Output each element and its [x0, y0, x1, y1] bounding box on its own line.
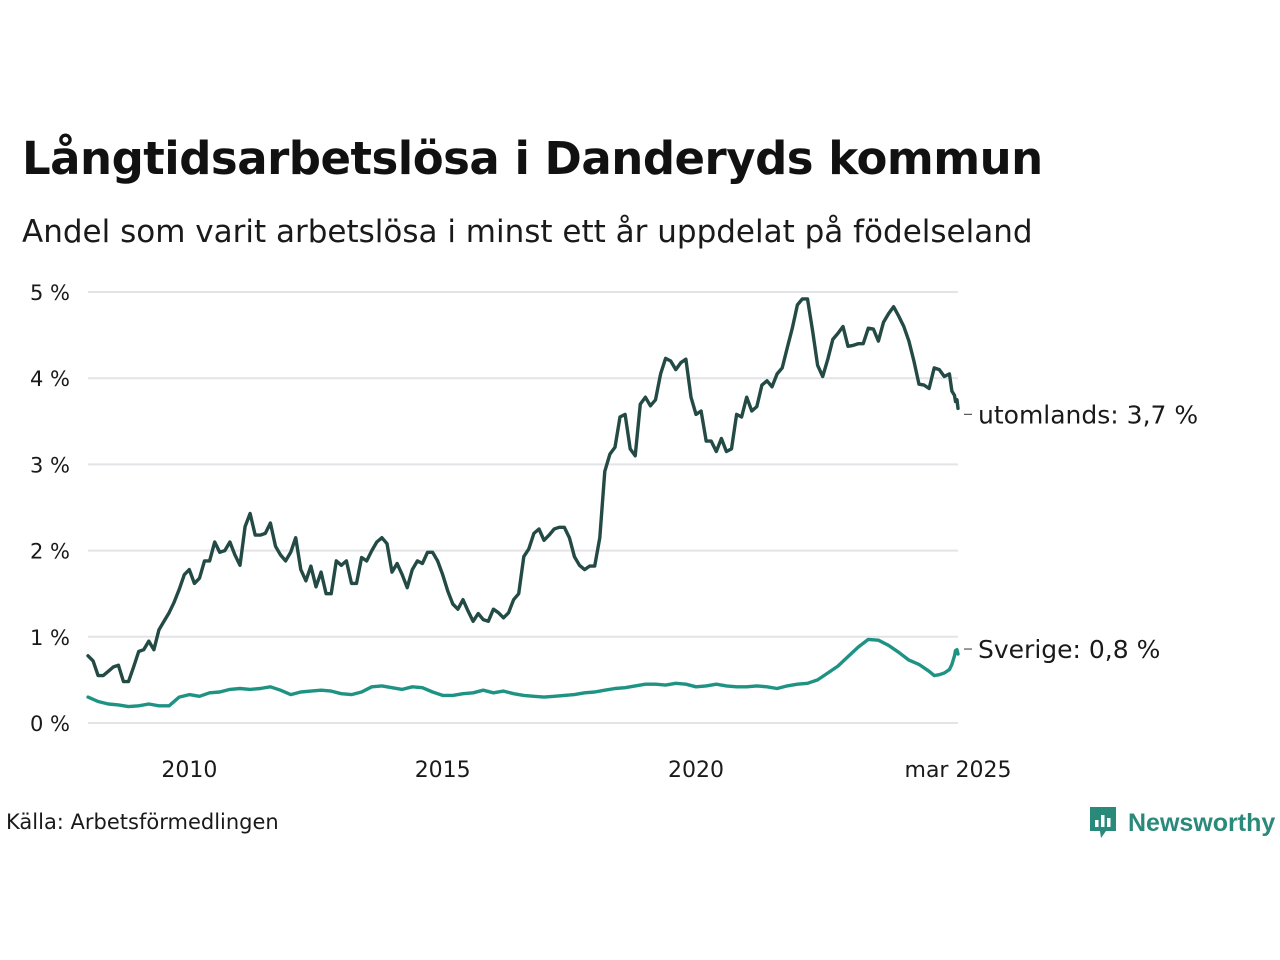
x-tick-label: 2020: [668, 758, 724, 783]
y-tick-label: 5 %: [30, 281, 70, 305]
y-axis: 0 % 1 % 2 % 3 % 4 % 5 %: [30, 281, 70, 736]
y-tick-label: 3 %: [30, 453, 70, 477]
end-labels: utomlands: 3,7 % Sverige: 0,8 %: [964, 400, 1198, 664]
brand-name: Newsworthy: [1128, 808, 1276, 837]
y-tick-label: 0 %: [30, 712, 70, 736]
y-tick-label: 1 %: [30, 626, 70, 650]
gridlines: [88, 291, 958, 724]
y-tick-label: 4 %: [30, 367, 70, 391]
y-tick-label: 2 %: [30, 540, 70, 564]
brand-logo[interactable]: Newsworthy: [1088, 805, 1275, 841]
series-line-utomlands: [86, 297, 960, 684]
x-tick-label: 2010: [161, 758, 217, 783]
newsworthy-logo-icon: [1090, 807, 1116, 838]
series-line-sverige: [86, 637, 960, 709]
x-tick-label: 2015: [415, 758, 471, 783]
chart-title: Långtidsarbetslösa i Danderyds kommun: [22, 132, 1043, 185]
source-note: Källa: Arbetsförmedlingen: [6, 810, 279, 834]
series: [86, 297, 960, 709]
end-label-sverige: Sverige: 0,8 %: [978, 635, 1160, 664]
end-label-utomlands: utomlands: 3,7 %: [978, 400, 1198, 429]
x-tick-label: mar 2025: [905, 758, 1012, 783]
chart-subtitle: Andel som varit arbetslösa i minst ett å…: [22, 214, 1033, 250]
x-axis: 2010 2015 2020 mar 2025: [161, 758, 1011, 783]
